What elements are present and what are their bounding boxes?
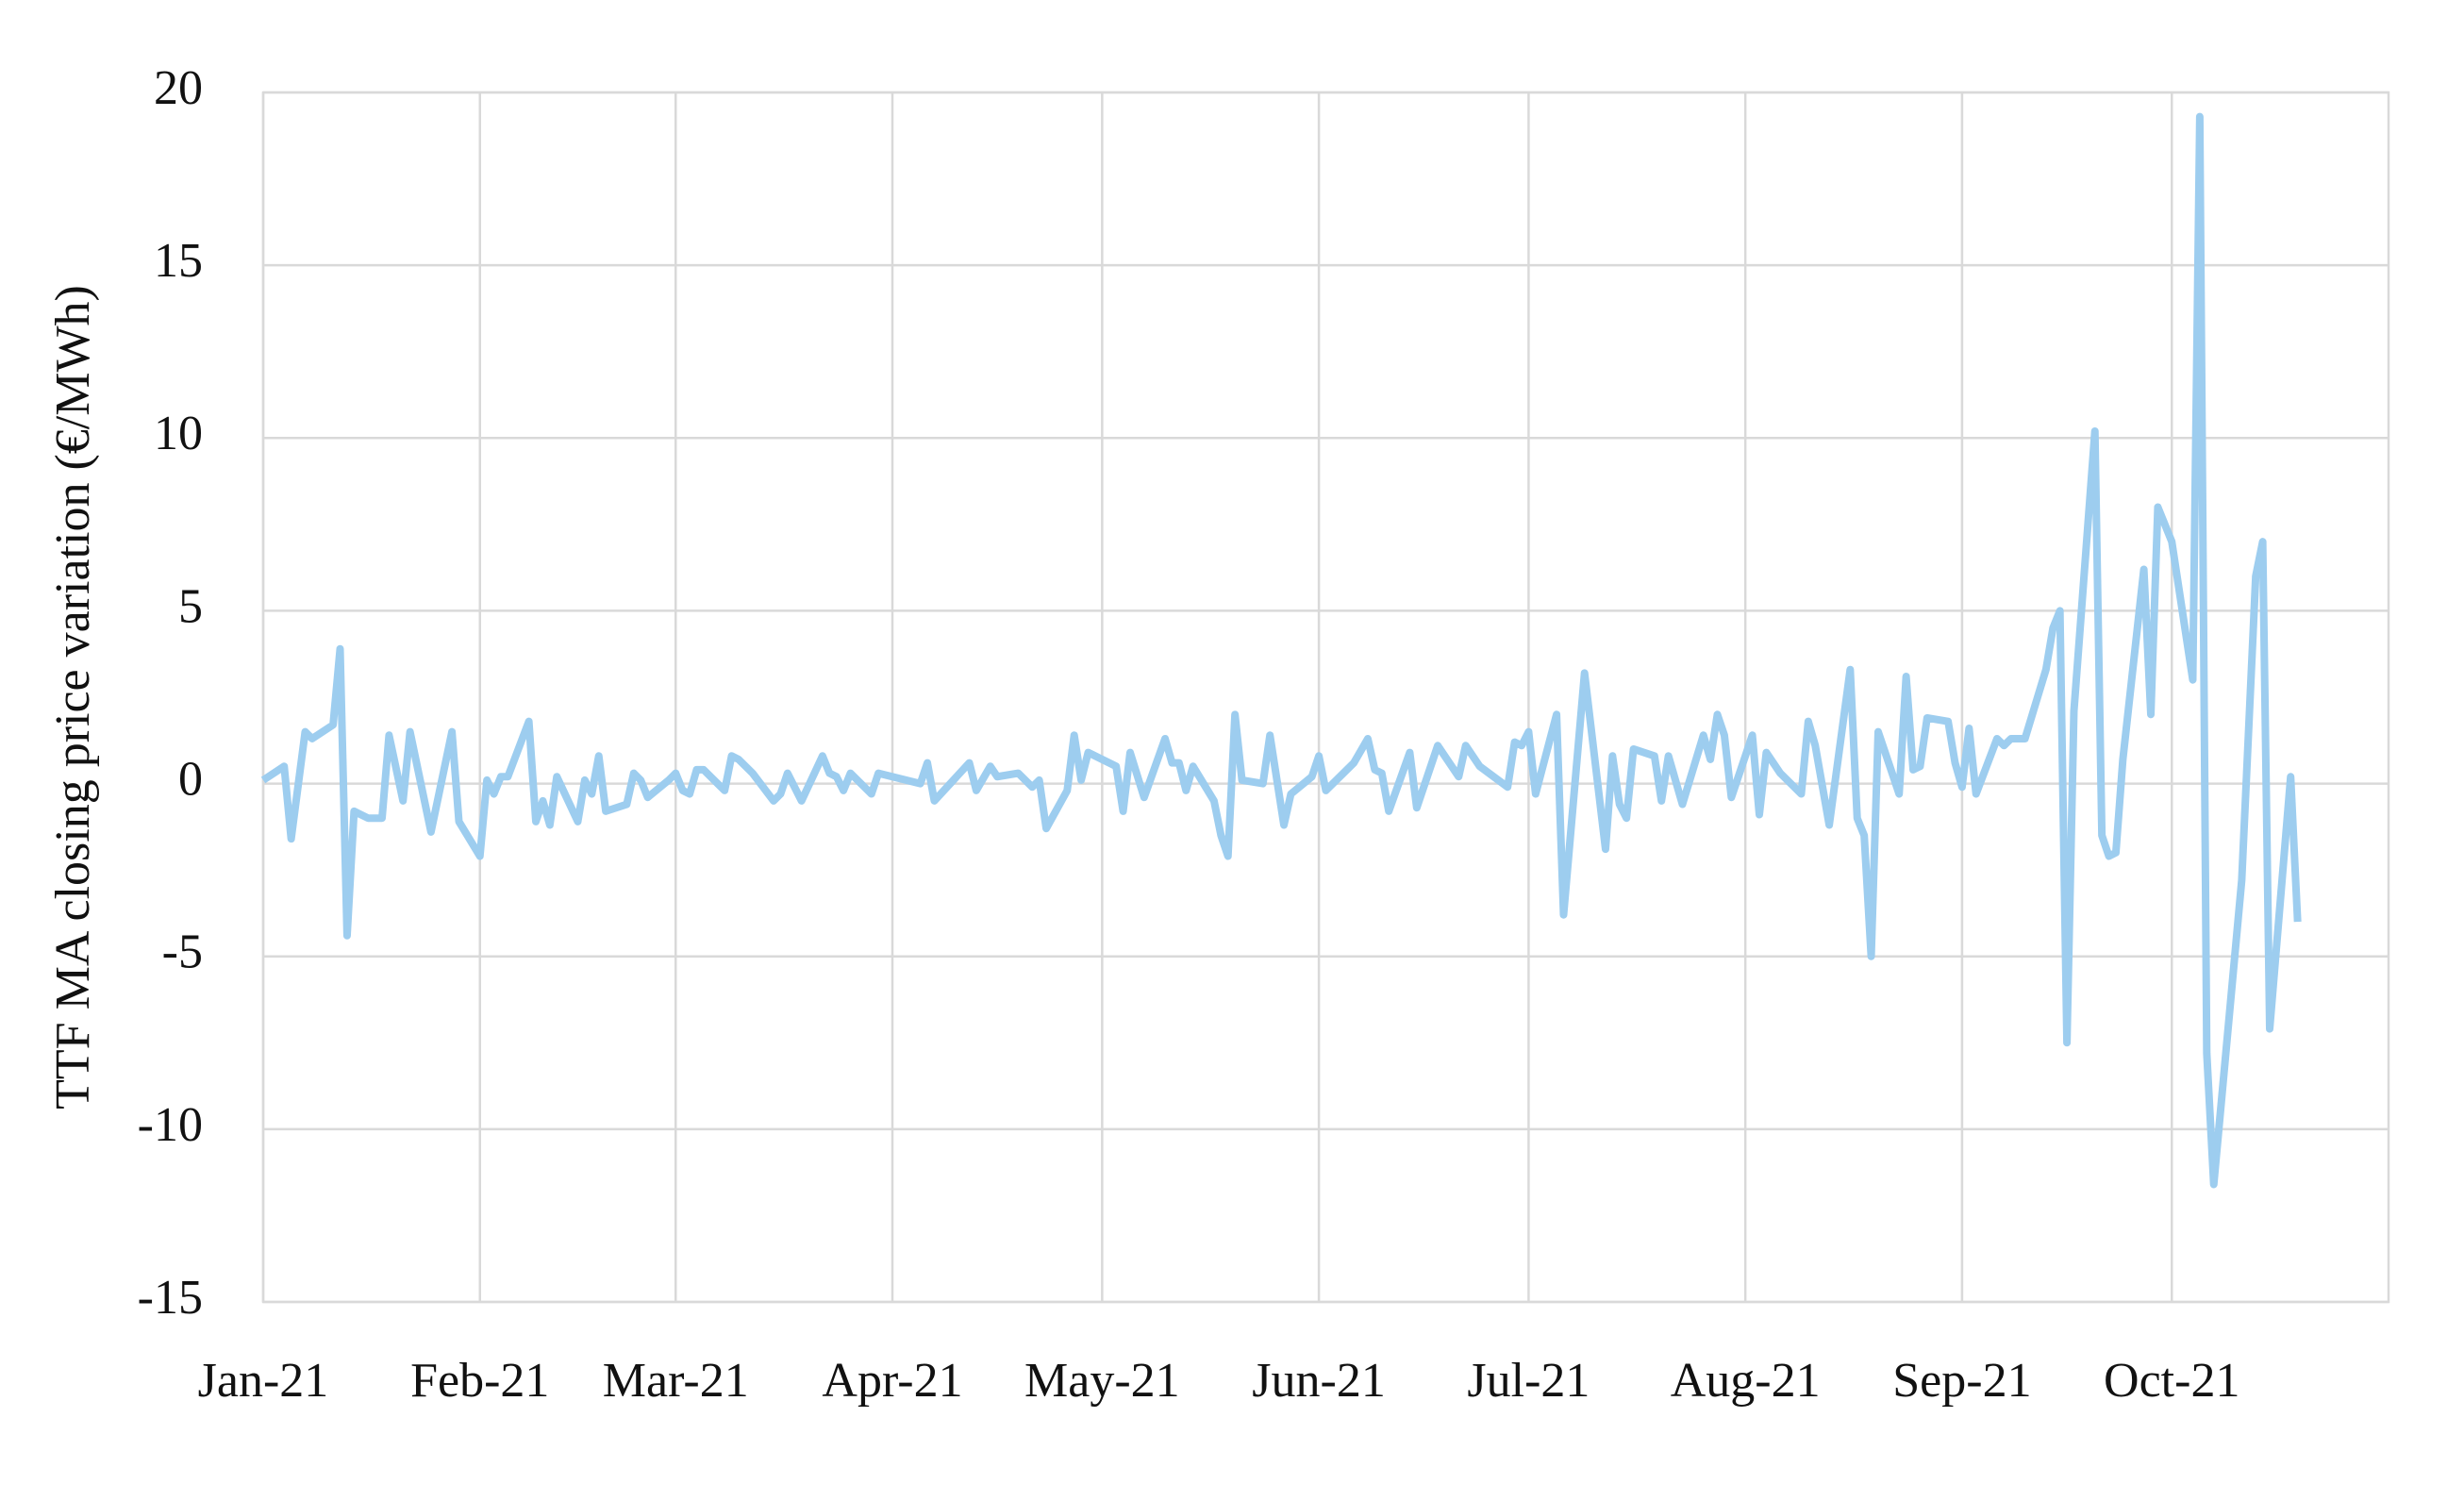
y-tick-label: 5 [178, 579, 203, 633]
x-tick-label: Feb-21 [410, 1354, 549, 1408]
x-tick-label: Mar-21 [603, 1354, 749, 1408]
y-tick-label: 15 [154, 234, 203, 288]
x-tick-label: Sep-21 [1892, 1354, 2031, 1408]
y-tick-label: 0 [178, 753, 203, 807]
x-tick-label: Jan-21 [198, 1354, 329, 1408]
x-tick-label: Jun-21 [1252, 1354, 1386, 1408]
x-tick-label: May-21 [1024, 1354, 1180, 1408]
y-tick-label: -5 [162, 926, 203, 979]
y-axis-label: TTF MA closing price variation (€/MWh) [46, 285, 100, 1109]
y-tick-label: 10 [154, 407, 203, 460]
data-line [260, 112, 2302, 1189]
x-tick-label: Apr-21 [822, 1354, 962, 1408]
x-tick-label: Jul-21 [1467, 1354, 1590, 1408]
y-tick-label: -10 [138, 1098, 203, 1152]
plot-frame [261, 91, 2390, 1304]
x-tick-label: Oct-21 [2104, 1354, 2239, 1408]
y-tick-label: -15 [138, 1271, 203, 1325]
x-tick-label: Aug-21 [1671, 1354, 1821, 1408]
y-tick-label: 20 [154, 61, 203, 115]
